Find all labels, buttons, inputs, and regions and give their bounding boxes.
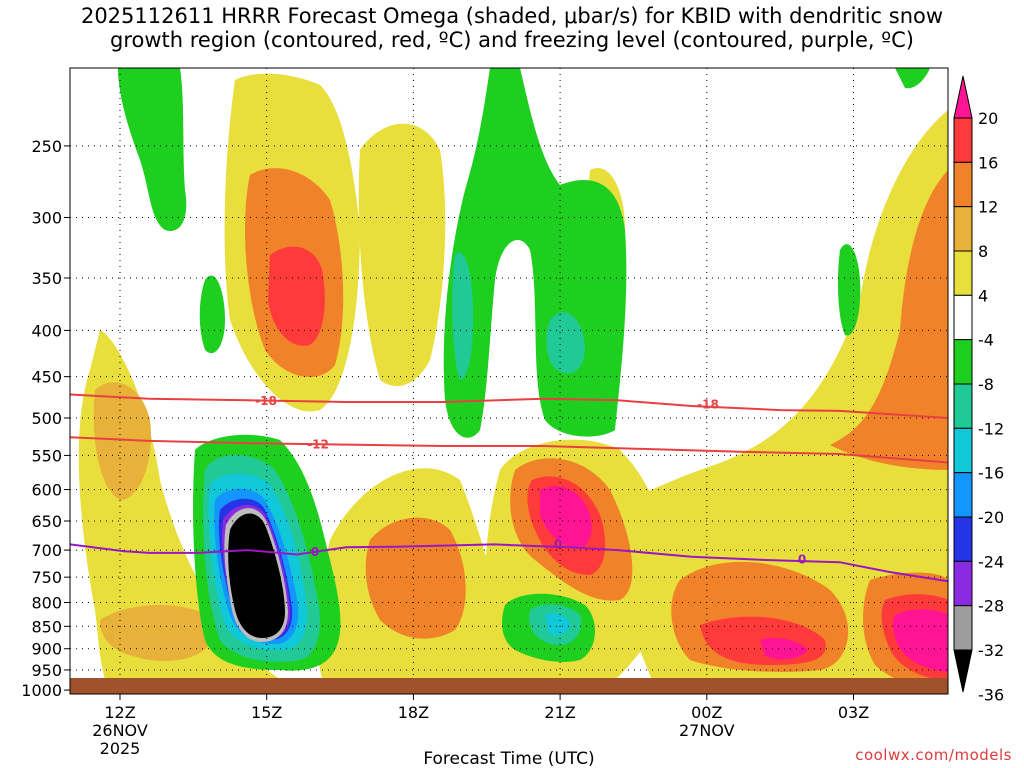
y-tick-label: 300 — [31, 208, 62, 227]
y-tick-label: 900 — [31, 640, 62, 659]
isotherm-label: -18 — [255, 394, 277, 408]
colorbar-segment — [953, 516, 973, 562]
colorbar: 20 16 12 8 4 -4 -8 -12 -16 -20 -24 -28 -32 -36 — [953, 75, 1004, 704]
x-tick-label: 21Z — [544, 703, 575, 722]
isotherm-line — [69, 393, 949, 419]
colorbar-label: 16 — [978, 153, 998, 172]
colorbar-label: -28 — [978, 597, 1004, 616]
y-tick-label: 950 — [31, 661, 62, 680]
colorbar-label: 8 — [978, 242, 988, 261]
colorbar-segment — [953, 472, 973, 518]
isotherm-label: 0 — [311, 545, 319, 559]
colorbar-top-arrow — [953, 75, 973, 119]
y-tick-label: 850 — [31, 617, 62, 636]
green-region-upper-mid — [443, 68, 627, 438]
y-tick-label: 500 — [31, 409, 62, 428]
colorbar-segment — [953, 383, 973, 429]
orange-region-18Z — [365, 517, 466, 639]
colorbar-segment — [953, 427, 973, 474]
chart-title: 2025112611 HRRR Forecast Omega (shaded, … — [0, 4, 1024, 52]
x-tick-label: 15Z — [251, 703, 282, 722]
gridlines — [70, 68, 948, 694]
colorbar-label: -32 — [978, 641, 1004, 660]
y-tick-label: 1000 — [21, 681, 62, 700]
isotherm-line — [69, 543, 949, 583]
orange-region-lower-left — [93, 382, 151, 500]
y-tick-label: 400 — [31, 321, 62, 340]
isotherm-line — [69, 436, 949, 464]
colorbar-segment — [953, 560, 973, 607]
x-tick-label: 18Z — [398, 703, 429, 722]
colorbar-bottom-arrow — [953, 649, 973, 693]
colorbar-label: -36 — [978, 685, 1004, 704]
orange-region-low-left — [100, 605, 216, 661]
y-tick-label: 650 — [31, 512, 62, 531]
x-tick-year: 2025 — [100, 739, 141, 758]
plot-frame — [69, 67, 949, 695]
ground-strip — [70, 678, 948, 694]
magenta-region-bottom-right — [893, 609, 948, 672]
yellow-region-upper-18Z — [358, 123, 446, 387]
colorbar-segment — [953, 206, 973, 252]
colorbar-label: -12 — [978, 419, 1004, 438]
colorbar-segment — [953, 294, 973, 341]
colorbar-label: 20 — [978, 109, 998, 128]
y-tick-label: 750 — [31, 568, 62, 587]
y-tick-label: 250 — [31, 137, 62, 156]
x-axis-label: Forecast Time (UTC) — [423, 749, 594, 768]
colorbar-segment — [953, 339, 973, 385]
green-region-small-1 — [199, 275, 225, 354]
colorbar-segment — [953, 605, 973, 651]
y-tick-label: 700 — [31, 541, 62, 560]
green-region-upper-left — [118, 68, 187, 231]
colorbar-segment — [953, 117, 973, 163]
magenta-region-21Z — [540, 486, 592, 549]
colorbar-label: 12 — [978, 198, 998, 217]
isotherm-label: 0 — [554, 537, 562, 551]
isotherm-label: -12 — [307, 438, 329, 452]
x-tick-label: 12Z — [104, 703, 135, 722]
colorbar-segment — [953, 161, 973, 208]
green-region-top-right — [895, 68, 930, 89]
x-tick-label: 00Z — [691, 703, 722, 722]
credit-text[interactable]: coolwx.com/models — [855, 746, 1012, 764]
colorbar-label: -20 — [978, 508, 1004, 527]
black-core-15Z — [228, 513, 285, 638]
colorbar-label: 4 — [978, 286, 988, 305]
x-tick-label: 03Z — [838, 703, 869, 722]
isotherm-label: 0 — [798, 553, 806, 567]
x-tick-date: 26NOV — [92, 721, 148, 740]
y-tick-label: 600 — [31, 481, 62, 500]
colorbar-label: -4 — [978, 331, 994, 350]
yellow-region-right — [598, 110, 948, 694]
y-tick-label: 350 — [31, 269, 62, 288]
title-line-1: 2025112611 HRRR Forecast Omega (shaded, … — [80, 4, 944, 28]
teal-region-upper — [452, 252, 474, 380]
colorbar-segment — [953, 250, 973, 296]
y-tick-label: 800 — [31, 593, 62, 612]
isotherm-label: -18 — [697, 397, 719, 411]
y-tick-label: 450 — [31, 368, 62, 387]
y-tick-label: 550 — [31, 446, 62, 465]
isotherms: -18 -18 -12 0 0 0 — [69, 393, 949, 583]
cyan-region-21Z — [545, 613, 570, 636]
title-line-2: growth region (contoured, red, ºC) and f… — [110, 28, 914, 52]
teal-region-upper-2 — [546, 311, 585, 374]
colorbar-label: -8 — [978, 375, 994, 394]
x-tick-date: 27NOV — [679, 721, 735, 740]
green-region-small-2 — [837, 244, 861, 336]
shaded-field — [78, 68, 948, 694]
red-region-upper-15Z — [268, 246, 325, 346]
y-axis: 250 300 350 400 450 500 550 600 650 700 750 800 850 9… — [21, 137, 70, 700]
orange-region-right — [830, 170, 948, 470]
colorbar-label: -16 — [978, 464, 1004, 483]
colorbar-label: -24 — [978, 552, 1004, 571]
